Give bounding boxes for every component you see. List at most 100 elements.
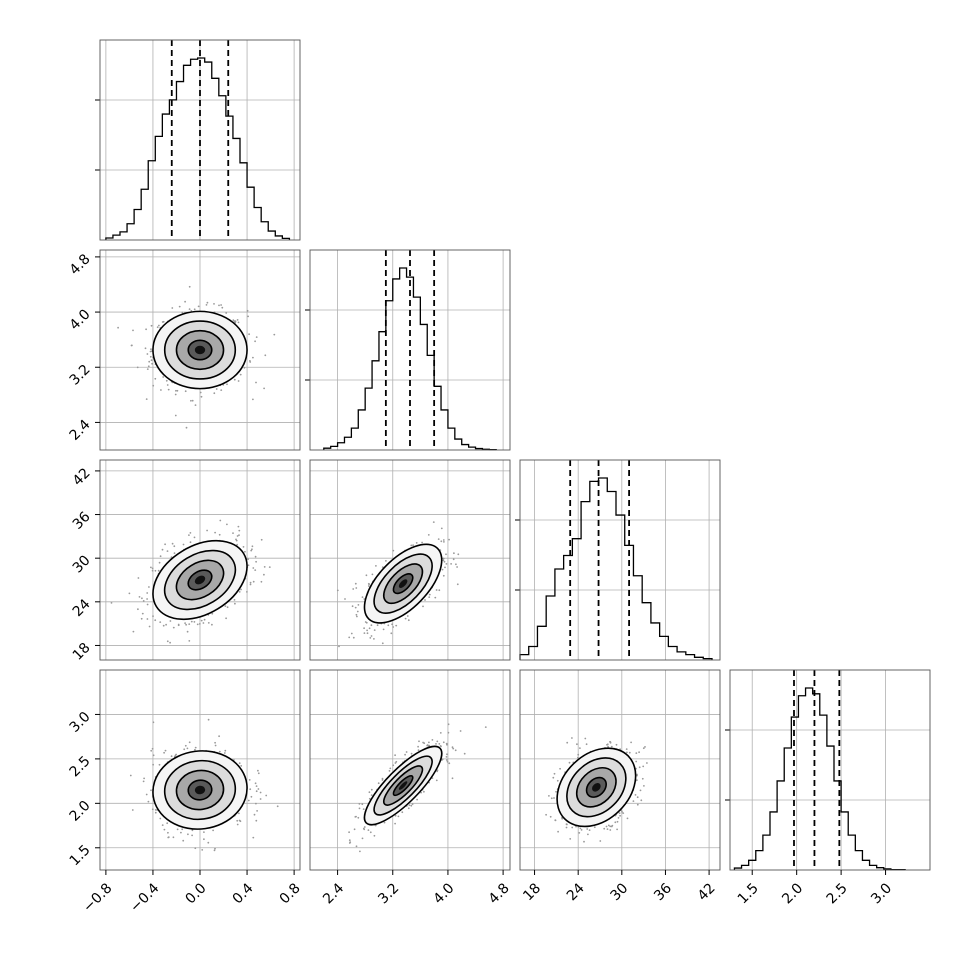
sample-point: [353, 828, 356, 831]
sample-point: [559, 767, 561, 770]
panel-frame: [729, 669, 931, 871]
sample-point: [184, 300, 187, 303]
sample-point: [180, 831, 182, 834]
sample-point: [452, 747, 455, 750]
sample-point: [392, 764, 395, 767]
sample-point: [381, 779, 384, 781]
sample-point: [226, 606, 229, 609]
sample-point: [610, 745, 613, 748]
sample-point: [383, 821, 386, 824]
sample-point: [445, 756, 448, 758]
sample-point: [199, 391, 202, 394]
sample-point: [434, 596, 437, 599]
sample-point: [165, 379, 168, 382]
sample-point: [636, 774, 638, 777]
sample-point: [145, 398, 148, 400]
sample-point: [397, 815, 400, 818]
sample-point: [237, 321, 240, 324]
sample-point: [359, 850, 361, 853]
sample-point: [348, 831, 350, 834]
sample-point: [370, 794, 373, 796]
x-tick-label: 0.0: [183, 880, 210, 907]
sample-point: [132, 329, 134, 332]
sample-point: [162, 376, 165, 378]
sample-point: [442, 559, 445, 562]
sample-point: [599, 840, 602, 842]
contour-line: [163, 320, 237, 380]
sample-point: [456, 566, 458, 568]
sample-point: [352, 588, 355, 590]
sample-point: [635, 752, 638, 754]
sample-point: [392, 549, 395, 552]
sample-point: [247, 315, 250, 318]
contour-line: [187, 569, 213, 591]
sample-point: [621, 811, 623, 813]
sample-point: [158, 561, 161, 564]
sample-point: [636, 803, 639, 806]
sample-point: [164, 749, 167, 752]
sample-point: [193, 621, 196, 623]
x-tick-label: 1.5: [735, 880, 762, 907]
sample-point: [159, 621, 162, 623]
sample-point: [189, 532, 192, 534]
sample-point: [355, 845, 358, 848]
sample-point: [363, 828, 366, 831]
sample-point: [247, 558, 250, 561]
sample-point: [615, 743, 618, 746]
sample-point: [238, 819, 241, 822]
sample-point: [607, 824, 610, 827]
sample-point: [373, 638, 375, 640]
sample-point: [259, 791, 262, 794]
sample-point: [452, 558, 455, 561]
sample-point: [185, 426, 188, 429]
histogram-panel-2: [305, 249, 511, 451]
sample-point: [161, 321, 164, 323]
contour-line: [363, 745, 443, 826]
sample-point: [186, 747, 189, 750]
y-tick-label: 30: [70, 553, 94, 577]
sample-point: [438, 589, 441, 592]
sample-point: [557, 830, 559, 833]
sample-point: [151, 747, 154, 750]
sample-point: [238, 534, 240, 536]
contour-line: [163, 759, 237, 821]
sample-point: [207, 841, 210, 844]
sample-point: [457, 553, 460, 556]
sample-point: [579, 747, 581, 749]
sample-point: [151, 569, 154, 572]
sample-point: [354, 582, 357, 585]
x-tick-label: 42: [695, 880, 719, 904]
sample-point: [622, 812, 625, 814]
sample-point: [446, 760, 449, 763]
sample-point: [417, 745, 419, 748]
sample-point: [439, 745, 442, 747]
contour-line: [152, 539, 248, 621]
sample-point: [593, 826, 596, 829]
sample-point: [242, 546, 245, 548]
sample-point: [424, 599, 426, 601]
sample-point: [131, 809, 134, 811]
sample-point: [363, 627, 365, 630]
sample-point: [214, 744, 217, 747]
sample-point: [605, 825, 608, 828]
sample-point: [644, 746, 646, 748]
panel-frame: [309, 459, 511, 661]
sample-point: [336, 589, 339, 592]
sample-point: [146, 353, 149, 355]
sample-point: [152, 763, 155, 766]
sample-point: [252, 356, 254, 359]
sample-point: [246, 309, 249, 312]
sample-point: [201, 849, 204, 851]
sample-point: [439, 732, 442, 734]
sample-point: [154, 569, 157, 572]
sample-point: [219, 519, 222, 522]
sample-point: [388, 770, 391, 772]
sample-point: [273, 333, 276, 336]
sample-point: [251, 545, 254, 548]
sample-point: [614, 821, 617, 824]
sample-point: [256, 810, 258, 812]
sample-point: [361, 837, 364, 840]
sample-point: [373, 629, 376, 631]
sample-point: [196, 623, 199, 626]
sample-point: [268, 566, 271, 568]
